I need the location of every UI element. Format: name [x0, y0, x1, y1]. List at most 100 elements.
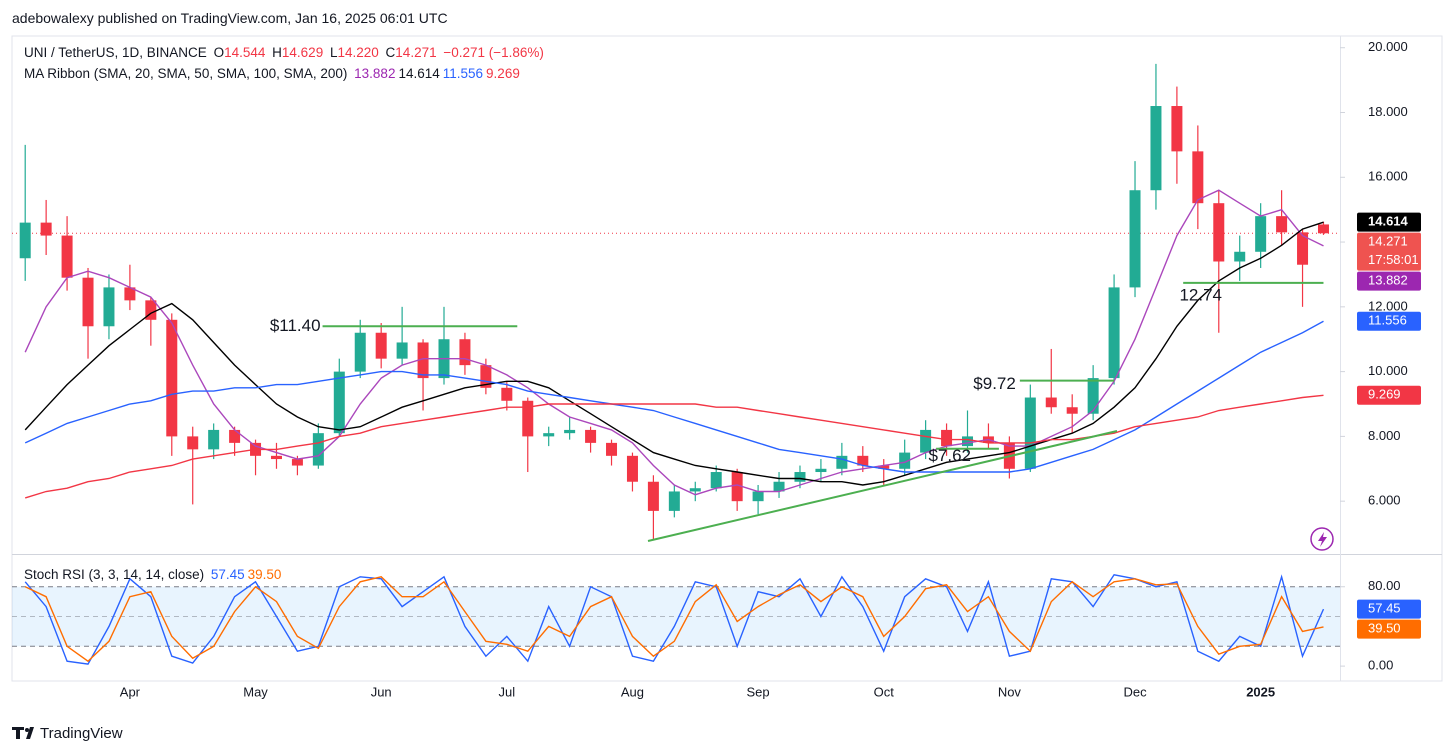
candle-body: [166, 319, 178, 437]
candle-body: [1108, 287, 1120, 379]
candle-body: [124, 287, 136, 301]
ohlc-key: C: [385, 45, 396, 60]
candle-body: [962, 436, 973, 447]
lightning-icon[interactable]: [1310, 527, 1334, 551]
candle-body: [920, 429, 932, 453]
candle-body: [229, 429, 241, 443]
symbol: UNI / TetherUS, 1D, BINANCE: [24, 45, 207, 60]
ohlc-key: L: [329, 45, 338, 60]
candle-body: [564, 429, 576, 434]
price-badge-label: 14.614: [1368, 214, 1409, 229]
candle-body: [501, 387, 513, 401]
price-badge-label: 11.556: [1368, 313, 1407, 328]
ma-value: 11.556: [442, 66, 484, 81]
ohlc-key: O: [213, 45, 225, 60]
price-badge-label: 14.271: [1368, 234, 1408, 249]
symbol-legend: UNI / TetherUS, 1D, BINANCE O14.544 H 14.…: [24, 45, 547, 60]
candle-body: [480, 365, 492, 388]
price-badge-label: 9.269: [1368, 387, 1401, 402]
ma-value: 13.882: [354, 66, 396, 81]
footer-brand[interactable]: TradingView: [40, 725, 123, 742]
y-tick-label: 8.000: [1368, 428, 1401, 443]
publisher-line: adebowalexy published on TradingView.com…: [12, 10, 448, 26]
candle-body: [354, 332, 366, 372]
candle-body: [103, 287, 115, 327]
candle-body: [794, 472, 806, 482]
y-tick-label: 18.000: [1368, 104, 1408, 119]
x-tick-label: 2025: [1246, 684, 1275, 699]
candle-body: [606, 442, 618, 456]
ma-legend: MA Ribbon (SMA, 20, SMA, 50, SMA, 100, S…: [24, 66, 526, 81]
ohlc-value: 14.544: [224, 45, 266, 60]
candle-body: [773, 481, 785, 492]
candle-body: [752, 491, 764, 502]
series-line: [24, 576, 1324, 663]
y-tick-label: 12.000: [1368, 298, 1408, 313]
x-tick-label: Aug: [621, 684, 644, 699]
level-label: $7.62: [928, 446, 971, 465]
candle-body: [1129, 190, 1141, 288]
x-tick-label: Jun: [371, 684, 392, 699]
x-tick-label: Jul: [499, 684, 516, 699]
stoch-value: 39.50: [247, 567, 282, 582]
candle-body: [1024, 397, 1036, 469]
price-badge-label: 13.882: [1368, 273, 1408, 288]
stoch-band: [12, 586, 1340, 647]
y-tick-label: 10.000: [1368, 363, 1408, 378]
candle-body: [522, 400, 534, 437]
y-tick-label: 20.000: [1368, 39, 1408, 54]
frame: [11, 35, 1443, 682]
candle-body: [668, 491, 680, 511]
candle-body: [585, 429, 597, 443]
stoch-legend: Stoch RSI (3, 3, 14, 14, close) 57.45 39.…: [24, 567, 287, 582]
ohlc-value: 14.271: [395, 45, 437, 60]
tradingview-logo[interactable]: [12, 727, 34, 739]
x-tick-label: Apr: [120, 684, 141, 699]
candle-body: [1087, 378, 1099, 414]
series-line: [24, 574, 1325, 665]
candle-body: [291, 459, 303, 466]
candle-body: [1255, 216, 1267, 252]
candle-body: [333, 371, 345, 434]
candle-body: [941, 429, 953, 447]
candle-body: [1066, 407, 1078, 414]
candle-body: [899, 452, 911, 469]
ma-value: 14.614: [398, 66, 440, 81]
x-tick-label: Dec: [1123, 684, 1147, 699]
ma-value: 9.269: [486, 66, 520, 81]
level-label: $11.40: [270, 316, 321, 335]
price-badge: [1357, 599, 1421, 619]
x-tick-label: Oct: [874, 684, 895, 699]
price-badge-label: 57.45: [1368, 601, 1401, 616]
candle-body: [1150, 106, 1162, 191]
price-badge: [1357, 311, 1421, 331]
ohlc-key: H: [272, 45, 282, 60]
price-badge: [1357, 619, 1421, 639]
candle-body: [1297, 232, 1309, 265]
candle-body: [689, 488, 701, 492]
price-badge: [1357, 385, 1421, 405]
candle-body: [626, 455, 638, 482]
candle-body: [1045, 397, 1057, 408]
candle-body: [312, 433, 324, 466]
indicator-name: MA Ribbon (SMA, 20, SMA, 50, SMA, 100, S…: [24, 66, 348, 81]
candle-body: [375, 332, 387, 359]
candle-body: [836, 455, 848, 469]
candle-body: [1171, 106, 1183, 152]
change: −0.271 (−1.86%): [443, 45, 544, 60]
candle-body: [270, 455, 282, 460]
candle-body: [40, 222, 52, 236]
candle-body: [145, 300, 157, 320]
y-tick-label: 16.000: [1368, 169, 1408, 184]
candle-body: [647, 481, 659, 511]
support-trendline: [647, 430, 1118, 542]
y-tick-label: 0.00: [1368, 658, 1393, 673]
candle-body: [417, 342, 429, 379]
candle-body: [208, 429, 220, 450]
price-badge: [1357, 232, 1421, 271]
price-badge: [1357, 212, 1421, 232]
candle-body: [878, 465, 890, 469]
countdown-label: 17:58:01: [1368, 252, 1419, 267]
